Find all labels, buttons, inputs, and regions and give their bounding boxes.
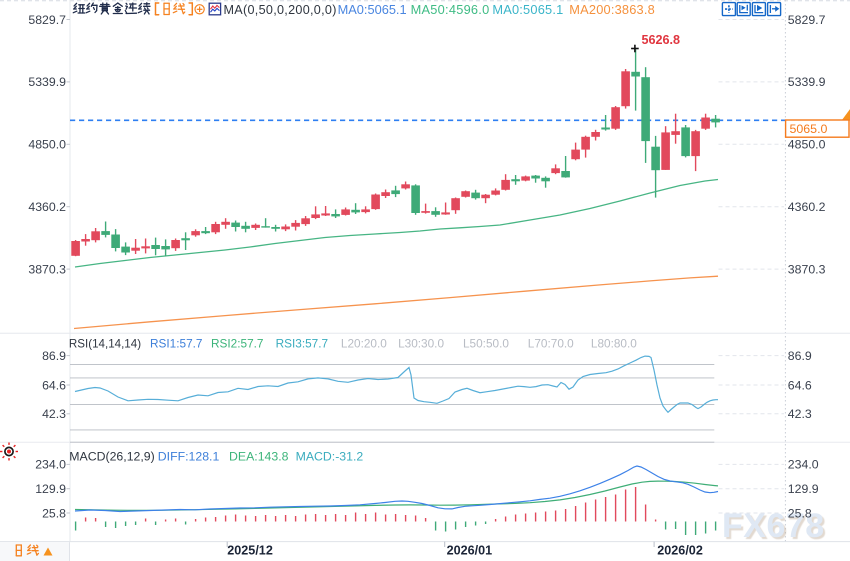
svg-text:5339.9: 5339.9	[28, 75, 66, 89]
svg-text:MACD(26,12,9): MACD(26,12,9)	[69, 450, 154, 464]
svg-text:5339.9: 5339.9	[788, 75, 826, 89]
svg-text:86.9: 86.9	[42, 349, 66, 363]
svg-text:4850.0: 4850.0	[788, 138, 826, 152]
svg-text:FX678: FX678	[722, 507, 825, 545]
svg-text:4850.0: 4850.0	[28, 138, 66, 152]
svg-text:DEA:143.8: DEA:143.8	[229, 450, 289, 464]
svg-text:MA0:5065.1: MA0:5065.1	[492, 2, 563, 17]
svg-text:L70:70.0: L70:70.0	[528, 336, 574, 350]
svg-text:64.6: 64.6	[42, 378, 66, 392]
svg-text:64.6: 64.6	[788, 378, 812, 392]
svg-text:L20:20.0: L20:20.0	[341, 336, 387, 350]
svg-text:RSI(14,14,14): RSI(14,14,14)	[69, 337, 141, 350]
svg-text:234.0: 234.0	[788, 458, 819, 472]
svg-text:2025/12: 2025/12	[227, 544, 273, 558]
svg-text:RSI2:57.7: RSI2:57.7	[211, 336, 263, 350]
svg-text:25.8: 25.8	[788, 506, 812, 520]
svg-text:MA0:5065.1: MA0:5065.1	[338, 2, 407, 17]
svg-text:MA200:3863.8: MA200:3863.8	[569, 2, 655, 17]
svg-text:129.9: 129.9	[35, 482, 66, 496]
svg-text:DIFF:128.1: DIFF:128.1	[158, 450, 220, 464]
svg-text:5829.7: 5829.7	[788, 13, 826, 27]
svg-text:4360.2: 4360.2	[788, 200, 826, 214]
svg-text:3870.3: 3870.3	[28, 262, 66, 276]
svg-text:5626.8: 5626.8	[642, 33, 681, 47]
svg-text:2026/01: 2026/01	[447, 544, 493, 558]
svg-text:25.8: 25.8	[42, 506, 66, 520]
svg-text:5829.7: 5829.7	[28, 13, 66, 27]
svg-text:L50:50.0: L50:50.0	[463, 336, 509, 350]
svg-text:129.9: 129.9	[788, 482, 819, 496]
svg-text:L80:80.0: L80:80.0	[591, 336, 637, 350]
svg-text:2026/02: 2026/02	[657, 544, 703, 558]
svg-text:4360.2: 4360.2	[28, 200, 66, 214]
svg-text:RSI3:57.7: RSI3:57.7	[276, 336, 328, 350]
svg-text:234.0: 234.0	[35, 458, 66, 472]
svg-text:42.3: 42.3	[42, 407, 66, 421]
svg-text:3870.3: 3870.3	[788, 262, 826, 276]
svg-text:MA(0,50,0,200,0,0): MA(0,50,0,200,0,0)	[224, 3, 337, 17]
svg-text:42.3: 42.3	[788, 407, 812, 421]
svg-text:5065.0: 5065.0	[790, 122, 828, 136]
svg-text:RSI1:57.7: RSI1:57.7	[150, 336, 202, 350]
svg-text:MACD:-31.2: MACD:-31.2	[296, 450, 364, 464]
svg-text:MA50:4596.0: MA50:4596.0	[411, 2, 490, 17]
svg-text:L30:30.0: L30:30.0	[398, 336, 444, 350]
svg-text:86.9: 86.9	[788, 349, 812, 363]
